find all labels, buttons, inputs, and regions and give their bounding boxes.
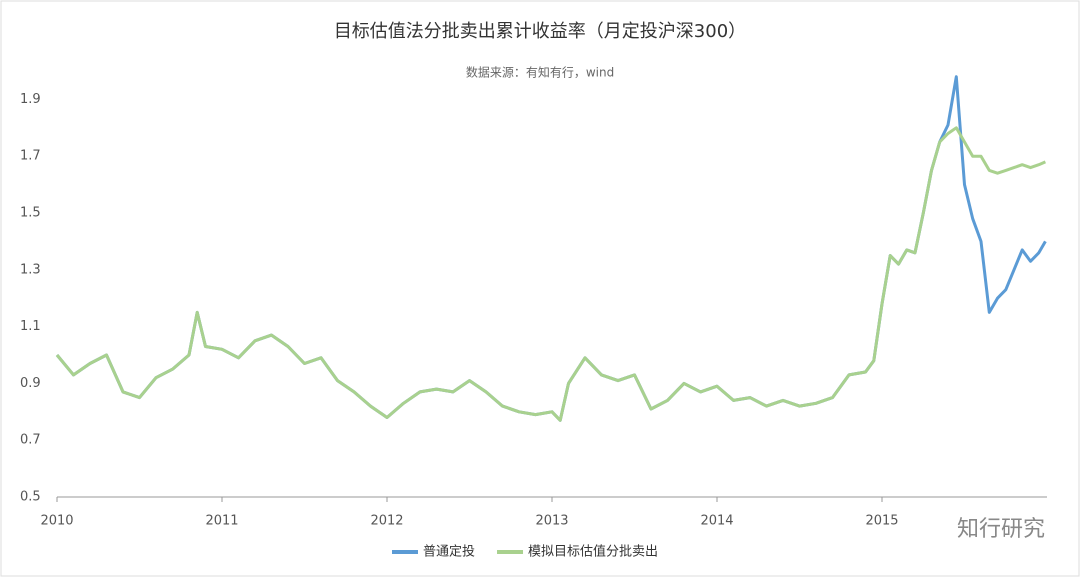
series-line [55, 126, 1046, 422]
legend-label: 模拟目标估值分批卖出 [528, 544, 658, 560]
chart-title: 目标估值法分批卖出累计收益率（月定投沪深300） [334, 21, 746, 42]
y-tick-label: 1.9 [20, 92, 41, 107]
x-tick-label: 2013 [535, 514, 568, 529]
x-tick-label: 2015 [865, 514, 898, 529]
y-tick-label: 1.5 [20, 206, 41, 221]
x-tick-label: 2012 [370, 514, 403, 529]
y-tick-label: 1.3 [20, 262, 41, 277]
chart-subtitle: 数据来源：有知有行，wind [466, 65, 614, 80]
x-tick-label: 2014 [700, 514, 733, 529]
y-tick-label: 0.7 [20, 433, 41, 448]
y-tick-label: 1.7 [20, 149, 41, 164]
y-tick-label: 0.9 [20, 376, 41, 391]
legend-label: 普通定投 [423, 544, 475, 560]
y-tick-label: 1.1 [20, 319, 41, 334]
y-tick-label: 0.5 [20, 490, 41, 505]
x-tick-label: 2010 [40, 514, 73, 529]
x-tick-label: 2011 [205, 514, 238, 529]
watermark: 知行研究 [957, 517, 1045, 542]
